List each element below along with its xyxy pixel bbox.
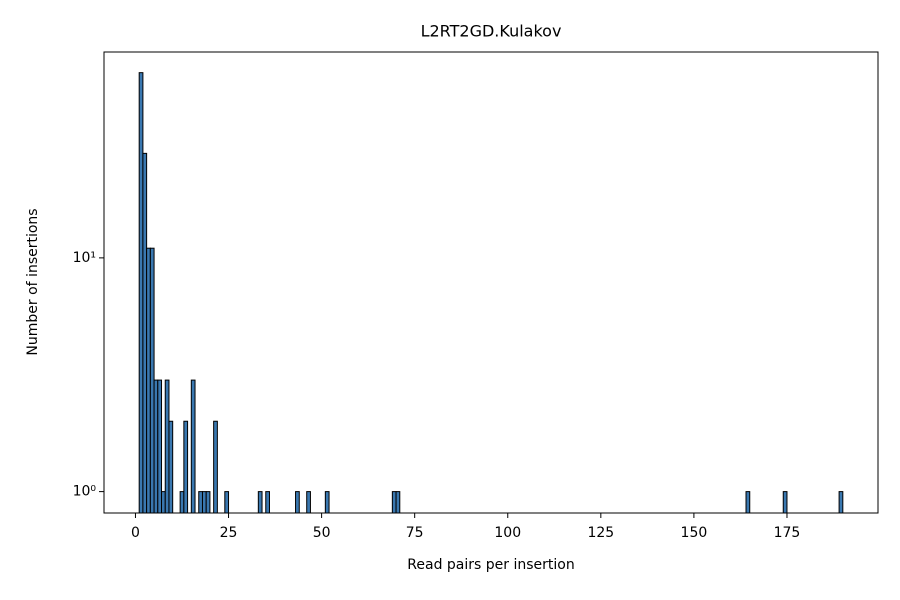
bar — [213, 420, 218, 514]
bar — [395, 491, 401, 514]
bar — [161, 491, 166, 514]
bar — [183, 420, 189, 514]
y-axis-label: Number of insertions — [25, 208, 41, 355]
bar — [179, 491, 185, 514]
bar — [265, 491, 270, 514]
bar — [153, 379, 159, 514]
y-tick-label: 10¹ — [73, 250, 96, 266]
bar — [142, 152, 148, 514]
bar — [782, 491, 788, 514]
bar — [838, 491, 844, 514]
bar — [168, 420, 174, 514]
x-tick-label: 100 — [494, 525, 521, 541]
bar — [149, 247, 155, 514]
x-tick-label: 25 — [220, 525, 238, 541]
bar — [257, 491, 263, 514]
y-tick-label: 10⁰ — [73, 484, 97, 500]
x-tick-label: 150 — [681, 525, 708, 541]
bar — [324, 491, 330, 514]
bar — [164, 379, 170, 514]
plot-frame — [103, 51, 879, 514]
x-axis-label: Read pairs per insertion — [407, 557, 574, 573]
bar — [198, 491, 203, 514]
x-tick-label: 0 — [131, 525, 140, 541]
bar — [224, 491, 230, 514]
bar — [295, 491, 300, 514]
bar — [205, 491, 211, 514]
bar — [745, 491, 751, 514]
chart-title: L2RT2GD.Kulakov — [421, 22, 562, 41]
bar — [190, 379, 196, 514]
bar — [306, 491, 311, 514]
x-tick-label: 50 — [313, 525, 331, 541]
bar — [201, 491, 207, 514]
bar — [138, 72, 144, 514]
x-tick-label: 75 — [406, 525, 424, 541]
bar — [146, 247, 151, 514]
bar — [157, 379, 163, 514]
x-tick-label: 175 — [774, 525, 801, 541]
bar — [391, 491, 397, 514]
x-tick-label: 125 — [587, 525, 614, 541]
